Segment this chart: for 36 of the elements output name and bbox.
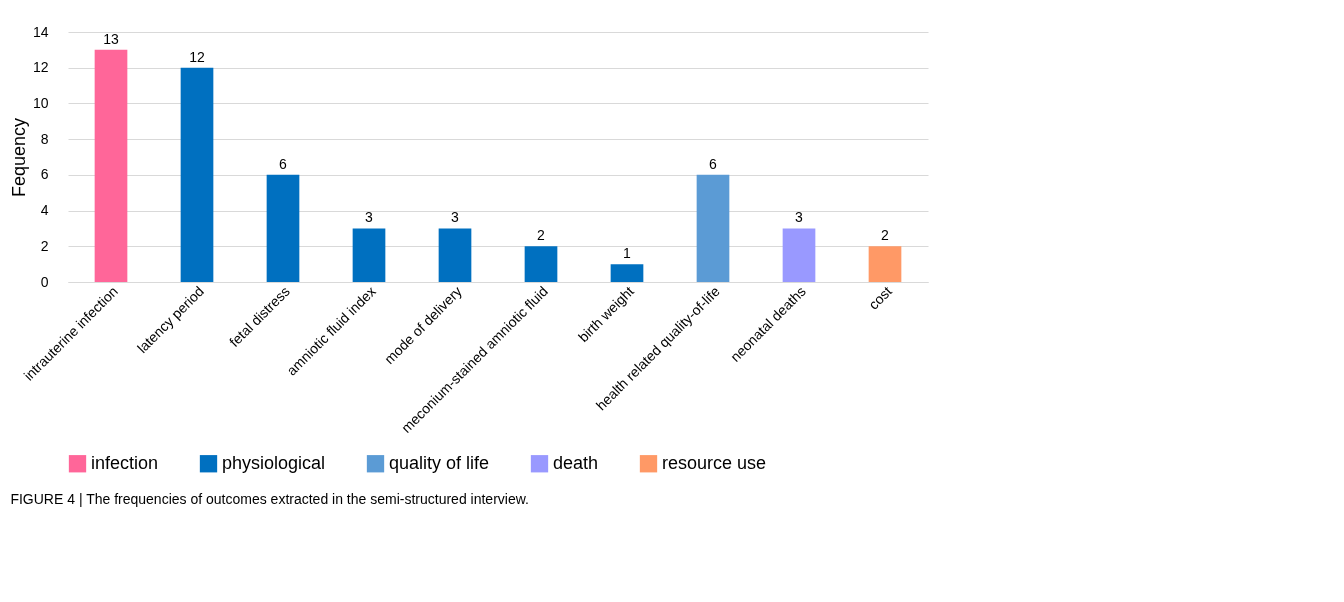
bar <box>868 246 902 282</box>
y-tick-label: 6 <box>40 166 49 183</box>
legend-label: infection <box>91 452 159 473</box>
legend-label: physiological <box>222 452 326 473</box>
bar <box>696 174 730 282</box>
data-label: 13 <box>103 30 119 47</box>
y-tick-label: 0 <box>40 273 49 290</box>
y-tick-label: 12 <box>32 59 49 76</box>
y-tick-label: 10 <box>32 94 49 111</box>
y-axis-title: Fequency <box>8 117 29 198</box>
data-label: 3 <box>451 209 460 226</box>
bar <box>266 174 300 282</box>
data-label: 2 <box>881 227 890 244</box>
legend-label: resource use <box>662 452 767 473</box>
x-tick-label: cost <box>865 283 895 313</box>
y-tick-label: 4 <box>40 202 49 219</box>
bar <box>524 246 558 282</box>
bar <box>438 228 472 282</box>
bar <box>352 228 386 282</box>
bar <box>180 67 214 282</box>
data-label: 3 <box>365 209 374 226</box>
data-label: 12 <box>189 48 205 65</box>
y-tick-label: 14 <box>32 23 49 40</box>
data-label: 6 <box>709 155 718 172</box>
legend-label: death <box>553 452 599 473</box>
y-tick-label: 2 <box>40 237 49 254</box>
data-label: 1 <box>623 245 632 262</box>
data-label: 6 <box>279 155 288 172</box>
bar <box>94 49 128 282</box>
legend-label: quality of life <box>389 452 490 473</box>
data-label: 2 <box>537 227 546 244</box>
bar <box>610 264 644 282</box>
bar <box>782 228 816 282</box>
data-label: 3 <box>795 209 804 226</box>
caption: FIGURE 4 | The frequencies of outcomes extracted in the semi-structured interview. <box>10 491 529 507</box>
y-tick-label: 8 <box>40 130 49 147</box>
